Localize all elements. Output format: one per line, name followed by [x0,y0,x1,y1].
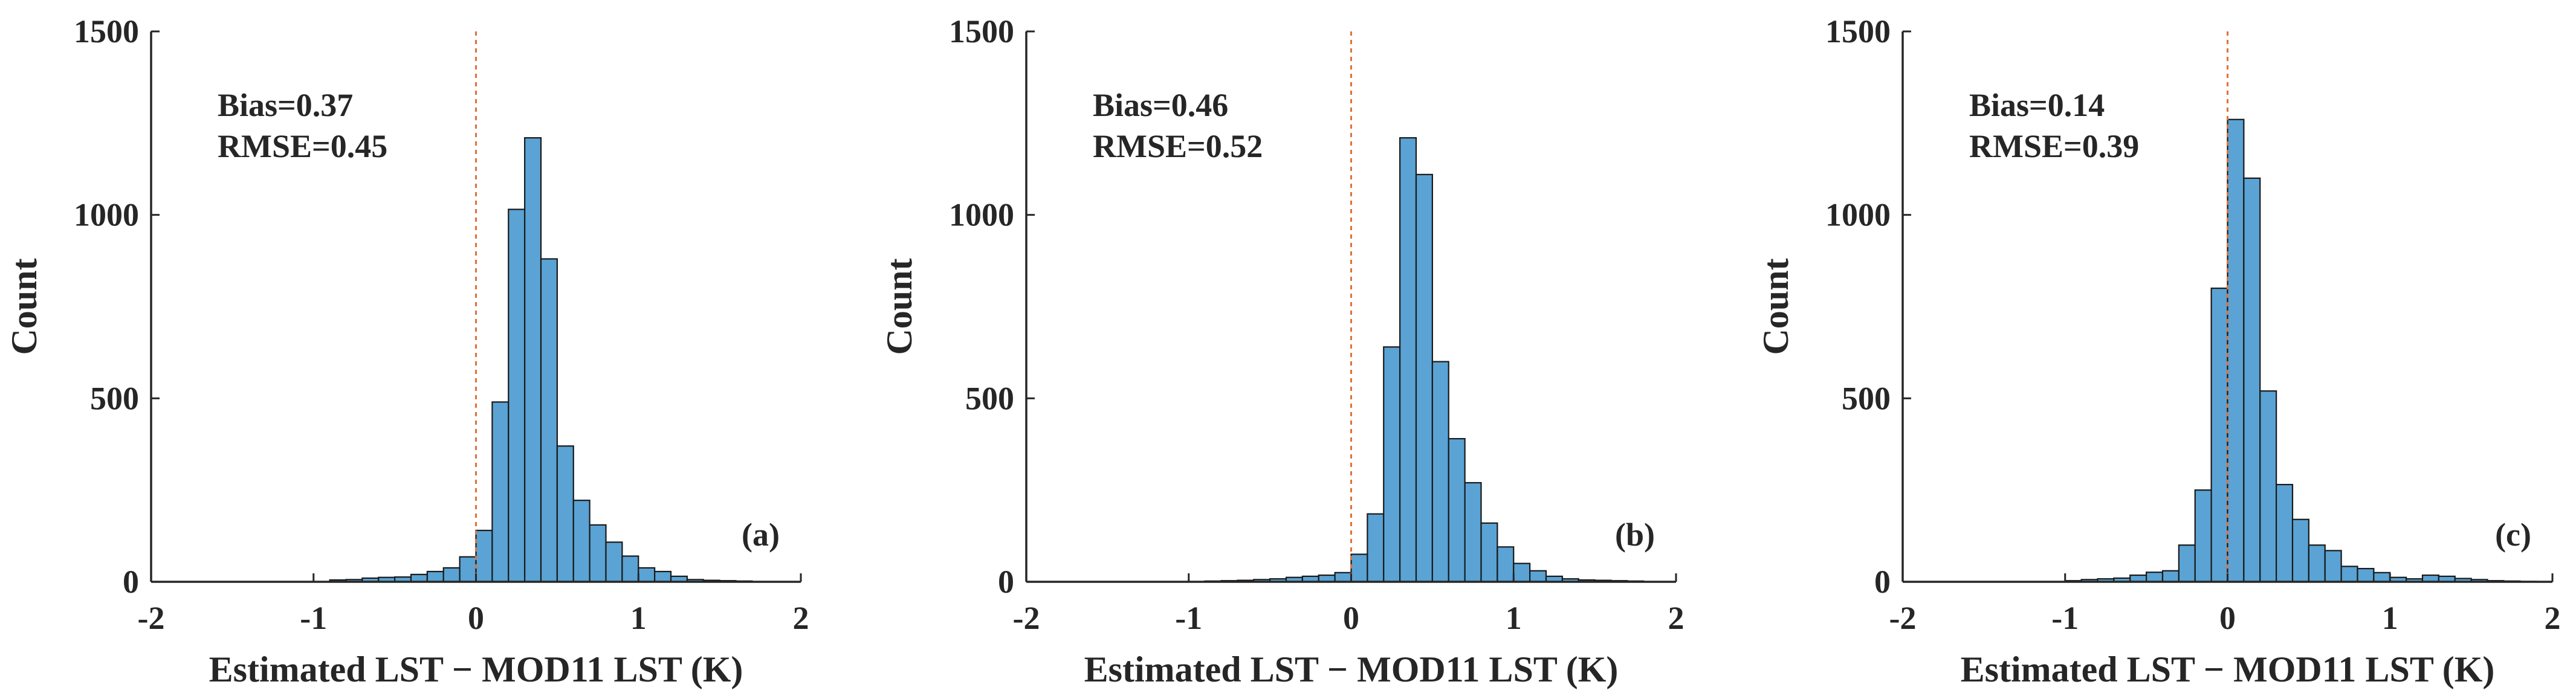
chart-b-y-tick-label: 1500 [949,13,1014,50]
chart-c-bar [2243,177,2261,583]
chart-c-bias-annotation: Bias=0.14 [1969,87,2105,123]
chart-a-x-axis-label: Estimated LST − MOD11 LST (K) [209,649,743,689]
chart-b-bar [1480,522,1498,583]
chart-b-bar [1464,482,1482,583]
chart-c-bar [2291,518,2309,583]
chart-b-bar [1448,438,1466,583]
chart-b-y-axis-label: Count [879,258,919,355]
chart-a-y-tick-label: 1000 [74,197,139,233]
chart-b-bar [1350,553,1368,583]
chart-a-bar [410,573,428,583]
chart-a-x-tick-label: -2 [138,600,165,636]
chart-c-x-tick-label: -2 [1889,600,1917,636]
chart-b-y-tick-label: 1000 [949,197,1014,233]
chart-c-bar [2357,568,2375,583]
chart-a-bar [459,556,477,583]
chart-a-bar [654,570,672,583]
chart-b-x-tick-label: -1 [1175,600,1202,636]
chart-b-bar [1334,572,1352,583]
chart-c-bar [2308,544,2326,583]
chart-a-x-tick-label: 0 [468,600,484,636]
chart-b-bar [1415,173,1433,583]
chart-b-bias-annotation: Bias=0.46 [1093,87,1228,123]
chart-a-bar [426,570,444,583]
chart-c-bar [2194,489,2212,583]
chart-a-x-tick-label: -1 [300,600,327,636]
chart-a: -2 -1 0 1 2 0 500 1000 1500 Estimated LST − MOD11… [4,13,809,689]
chart-a-y-axis-label: Count [4,258,44,355]
chart-a-bar [508,208,526,583]
chart-b-bar [1383,346,1401,583]
chart-b-bar [1497,546,1515,583]
chart-c-y-tick-label: 1000 [1825,197,1891,233]
chart-c-y-tick-label: 1500 [1825,13,1891,50]
chart-a-bar [491,401,510,583]
chart-c-bar [2259,390,2277,583]
chart-c-bar [2146,572,2164,583]
chart-b-bar [1513,562,1531,583]
chart-a-rmse-annotation: RMSE=0.45 [218,128,387,164]
chart-c-bar [2161,570,2180,583]
chart-a-panel-label: (a) [742,517,780,553]
chart-c-rmse-annotation: RMSE=0.39 [1969,128,2139,164]
chart-a-bar [589,524,607,583]
chart-c-bar [2210,288,2228,583]
chart-c-x-tick-label: -1 [2051,600,2079,636]
chart-a-bar [621,555,639,583]
chart-c-y-axis-label: Count [1756,258,1796,355]
chart-b-x-tick-label: 2 [1668,600,1684,636]
chart-b-y-tick-label: 500 [965,380,1014,416]
chart-b-x-tick-label: 1 [1506,600,1522,636]
chart-a-x-tick-label: 2 [793,600,809,636]
chart-b-bar [1431,361,1449,583]
chart-c-y-tick-label: 0 [1874,564,1891,600]
chart-c-x-tick-label: 1 [2382,600,2398,636]
chart-c-x-tick-label: 0 [2219,600,2236,636]
chart-a-bar [638,567,656,583]
chart-c: -2 -1 0 1 2 0 500 1000 1500 Estimated LST − MOD11… [1756,13,2561,689]
chart-b-bar [1399,137,1417,583]
chart-a-bar [556,445,574,583]
chart-b-x-axis-label: Estimated LST − MOD11 LST (K) [1084,649,1619,689]
chart-a-x-tick-label: 1 [630,600,647,636]
chart-a-bar [475,529,493,583]
chart-a-y-tick-label: 500 [90,380,139,416]
chart-a-y-tick-label: 0 [123,564,139,600]
chart-a-bar [605,541,623,583]
chart-a-y-tick-label: 1500 [74,13,139,50]
chart-a-bar [572,500,591,583]
chart-b-rmse-annotation: RMSE=0.52 [1093,128,1263,164]
chart-b-x-tick-label: 0 [1343,600,1359,636]
chart-c-x-axis-label: Estimated LST − MOD11 LST (K) [1961,649,2495,689]
chart-b-panel-label: (b) [1615,517,1655,553]
chart-c-y-tick-label: 500 [1842,380,1891,416]
chart-c-bar [2178,544,2196,583]
chart-b-bar [1529,570,1547,583]
chart-b-y-tick-label: 0 [998,564,1014,600]
chart-c-bar [2227,118,2245,583]
chart-b-bar [1367,513,1385,583]
chart-b-x-tick-label: -2 [1013,600,1040,636]
chart-a-bar [540,258,558,583]
chart-a-bar [524,137,542,583]
chart-c-x-tick-label: 2 [2545,600,2561,636]
chart-c-panel-label: (c) [2495,517,2531,553]
chart-c-bar [2340,565,2358,583]
chart-b: -2 -1 0 1 2 0 500 1000 1500 Estimated LST − MOD11… [879,13,1684,689]
chart-c-bar [2324,550,2342,583]
chart-a-bias-annotation: Bias=0.37 [218,87,353,123]
chart-c-bar [2276,483,2294,583]
chart-a-bar [442,567,461,583]
chart-c-bar [2373,572,2391,583]
